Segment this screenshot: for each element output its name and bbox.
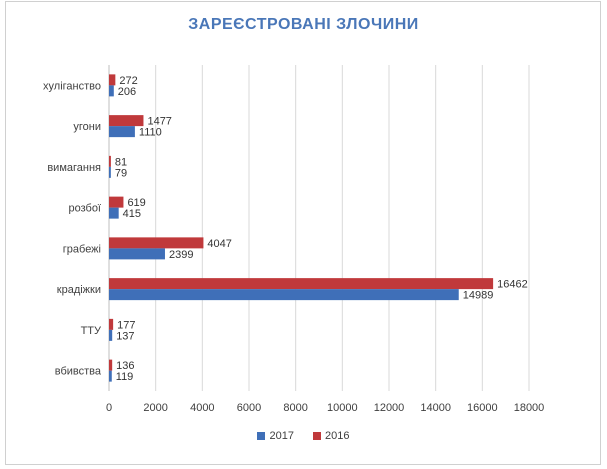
x-tick-label-4000: 4000 xyxy=(190,402,214,414)
value-label-2017-cat-1: 1110 xyxy=(139,127,162,139)
value-label-2017-cat-6: 137 xyxy=(116,330,134,342)
x-tick-label-10000: 10000 xyxy=(327,402,358,414)
value-label-2016-cat-1: 1477 xyxy=(147,116,171,128)
legend-label-2017: 2017 xyxy=(269,430,294,443)
value-label-2016-cat-3: 619 xyxy=(127,197,145,209)
value-label-2016-cat-2: 81 xyxy=(115,156,127,168)
value-label-2016-cat-4: 4047 xyxy=(207,238,231,250)
category-label-cat-4: грабежі xyxy=(63,243,101,255)
category-label-cat-0: хуліганство xyxy=(43,80,101,92)
value-label-2017-cat-2: 79 xyxy=(115,167,127,179)
bar-2016-cat-0 xyxy=(109,74,116,86)
value-label-2017-cat-0: 206 xyxy=(118,86,136,98)
legend-item-2017: 2017 xyxy=(257,430,294,443)
bar-2017-cat-2 xyxy=(109,166,111,178)
bar-2016-cat-7 xyxy=(109,359,113,371)
category-label-cat-1: угони xyxy=(73,121,101,133)
legend-swatch-2017 xyxy=(257,432,266,441)
bar-2017-cat-7 xyxy=(109,370,112,382)
value-label-2017-cat-4: 2399 xyxy=(169,249,193,261)
bar-2017-cat-5 xyxy=(109,289,459,301)
category-label-cat-2: вимагання xyxy=(47,162,101,174)
bar-2016-cat-2 xyxy=(109,155,111,167)
category-label-cat-5: крадіжки xyxy=(57,284,101,296)
legend: 2017 2016 xyxy=(0,430,607,442)
bar-2016-cat-5 xyxy=(109,278,494,290)
category-label-cat-3: розбої xyxy=(68,203,101,215)
x-tick-label-16000: 16000 xyxy=(467,402,498,414)
bar-2016-cat-3 xyxy=(109,196,124,208)
chart-frame xyxy=(5,1,601,465)
bar-2017-cat-1 xyxy=(109,126,135,138)
bar-2016-cat-4 xyxy=(109,237,204,249)
bars xyxy=(109,74,494,382)
x-tick-label-8000: 8000 xyxy=(283,402,307,414)
value-label-2017-cat-7: 119 xyxy=(116,371,134,383)
bar-2017-cat-6 xyxy=(109,329,113,341)
bar-2016-cat-6 xyxy=(109,318,114,330)
legend-item-2016: 2016 xyxy=(313,430,350,443)
labels: 0 2000 4000 6000 8000 10000 12000 14000 16000 180… xyxy=(43,75,544,414)
category-label-cat-7: вбивства xyxy=(55,366,102,378)
category-label-cat-6: ТТУ xyxy=(81,325,102,337)
value-label-2016-cat-6: 177 xyxy=(117,319,135,331)
chart-title: ЗАРЕЄСТРОВАНІ ЗЛОЧИНИ xyxy=(188,16,419,33)
value-label-2016-cat-5: 16462 xyxy=(497,279,528,291)
bar-2017-cat-0 xyxy=(109,85,114,97)
x-tick-label-0: 0 xyxy=(106,402,112,414)
x-tick-label-6000: 6000 xyxy=(237,402,261,414)
legend-label-2016: 2016 xyxy=(325,430,350,443)
bar-2017-cat-3 xyxy=(109,207,119,219)
value-label-2016-cat-0: 272 xyxy=(119,75,137,87)
x-tick-label-12000: 12000 xyxy=(374,402,405,414)
x-tick-label-18000: 18000 xyxy=(514,402,545,414)
legend-swatch-2016 xyxy=(313,432,322,441)
bar-2016-cat-1 xyxy=(109,115,144,127)
value-label-2017-cat-3: 415 xyxy=(123,208,141,220)
x-tick-label-14000: 14000 xyxy=(420,402,451,414)
gridlines xyxy=(108,65,530,391)
value-label-2017-cat-5: 14989 xyxy=(463,290,494,302)
value-label-2016-cat-7: 136 xyxy=(116,360,134,372)
bar-2017-cat-4 xyxy=(109,248,165,260)
x-tick-label-2000: 2000 xyxy=(143,402,167,414)
